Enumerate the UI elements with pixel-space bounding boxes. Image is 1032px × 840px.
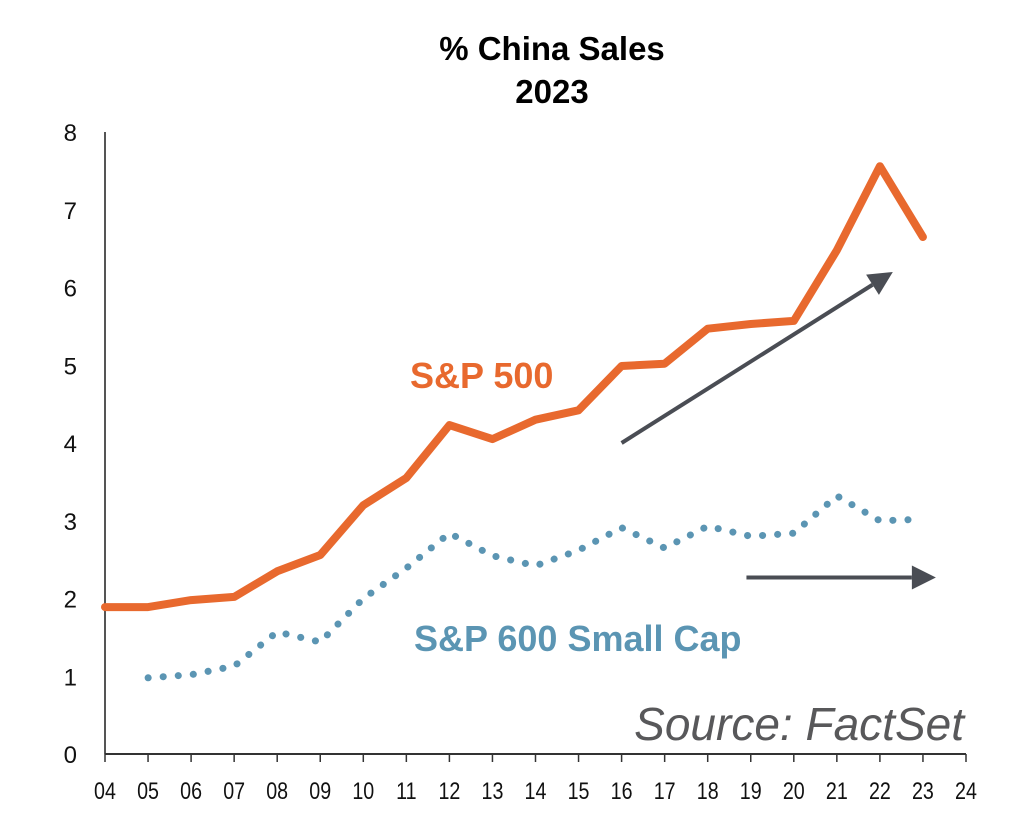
annotation-arrows — [620, 271, 936, 590]
x-tick-label: 16 — [611, 777, 633, 804]
x-tick-label: 24 — [955, 777, 977, 804]
y-axis-ticks: 0 1 2 3 4 5 6 7 8 — [64, 120, 77, 769]
x-tick-label: 11 — [396, 777, 416, 804]
x-tick-label: 23 — [912, 777, 934, 804]
x-tick-label: 04 — [94, 777, 116, 804]
series-line-sp500 — [101, 162, 927, 612]
x-tick-label: 18 — [697, 777, 719, 804]
chart-title: % China Sales — [439, 30, 665, 67]
y-tick-label: 8 — [64, 120, 77, 147]
series-line-sp600 — [144, 492, 927, 682]
x-tick-label: 07 — [223, 777, 245, 804]
axes — [104, 132, 966, 755]
y-tick-label: 2 — [64, 587, 77, 614]
x-tick-label: 05 — [137, 777, 159, 804]
x-tick-label: 22 — [869, 777, 891, 804]
x-tick-label: 20 — [783, 777, 805, 804]
y-tick-label: 3 — [64, 509, 77, 536]
upward-trend-arrow-shaft — [620, 283, 874, 445]
y-tick-label: 4 — [64, 431, 77, 458]
x-tick-label: 17 — [654, 777, 676, 804]
x-tick-label: 19 — [740, 777, 762, 804]
x-tick-label: 09 — [309, 777, 331, 804]
series-label-sp600: S&P 600 Small Cap — [414, 618, 742, 659]
y-tick-label: 6 — [64, 276, 77, 303]
x-tick-label: 15 — [568, 777, 590, 804]
x-tick-label: 10 — [352, 777, 374, 804]
x-axis-ticks: 04 05 06 07 08 09 10 11 12 13 14 15 16 17 18 19 20 21 22 23… — [94, 754, 977, 804]
series-label-sp500: S&P 500 — [410, 355, 553, 396]
y-tick-label: 0 — [64, 742, 77, 769]
chart-subtitle: 2023 — [515, 73, 588, 110]
x-tick-label: 06 — [180, 777, 202, 804]
y-tick-label: 7 — [64, 198, 77, 225]
flat-trend-arrow-head — [911, 565, 936, 590]
x-tick-label: 08 — [266, 777, 288, 804]
x-tick-label: 12 — [438, 777, 460, 804]
x-tick-label: 13 — [482, 777, 504, 804]
x-tick-label: 14 — [525, 777, 547, 804]
x-tick-label: 21 — [826, 777, 848, 804]
y-tick-label: 1 — [64, 664, 77, 691]
series-layer — [101, 162, 927, 682]
source-annotation: Source: FactSet — [634, 698, 966, 750]
upward-trend-arrow-head — [866, 271, 893, 295]
y-tick-label: 5 — [64, 353, 77, 380]
